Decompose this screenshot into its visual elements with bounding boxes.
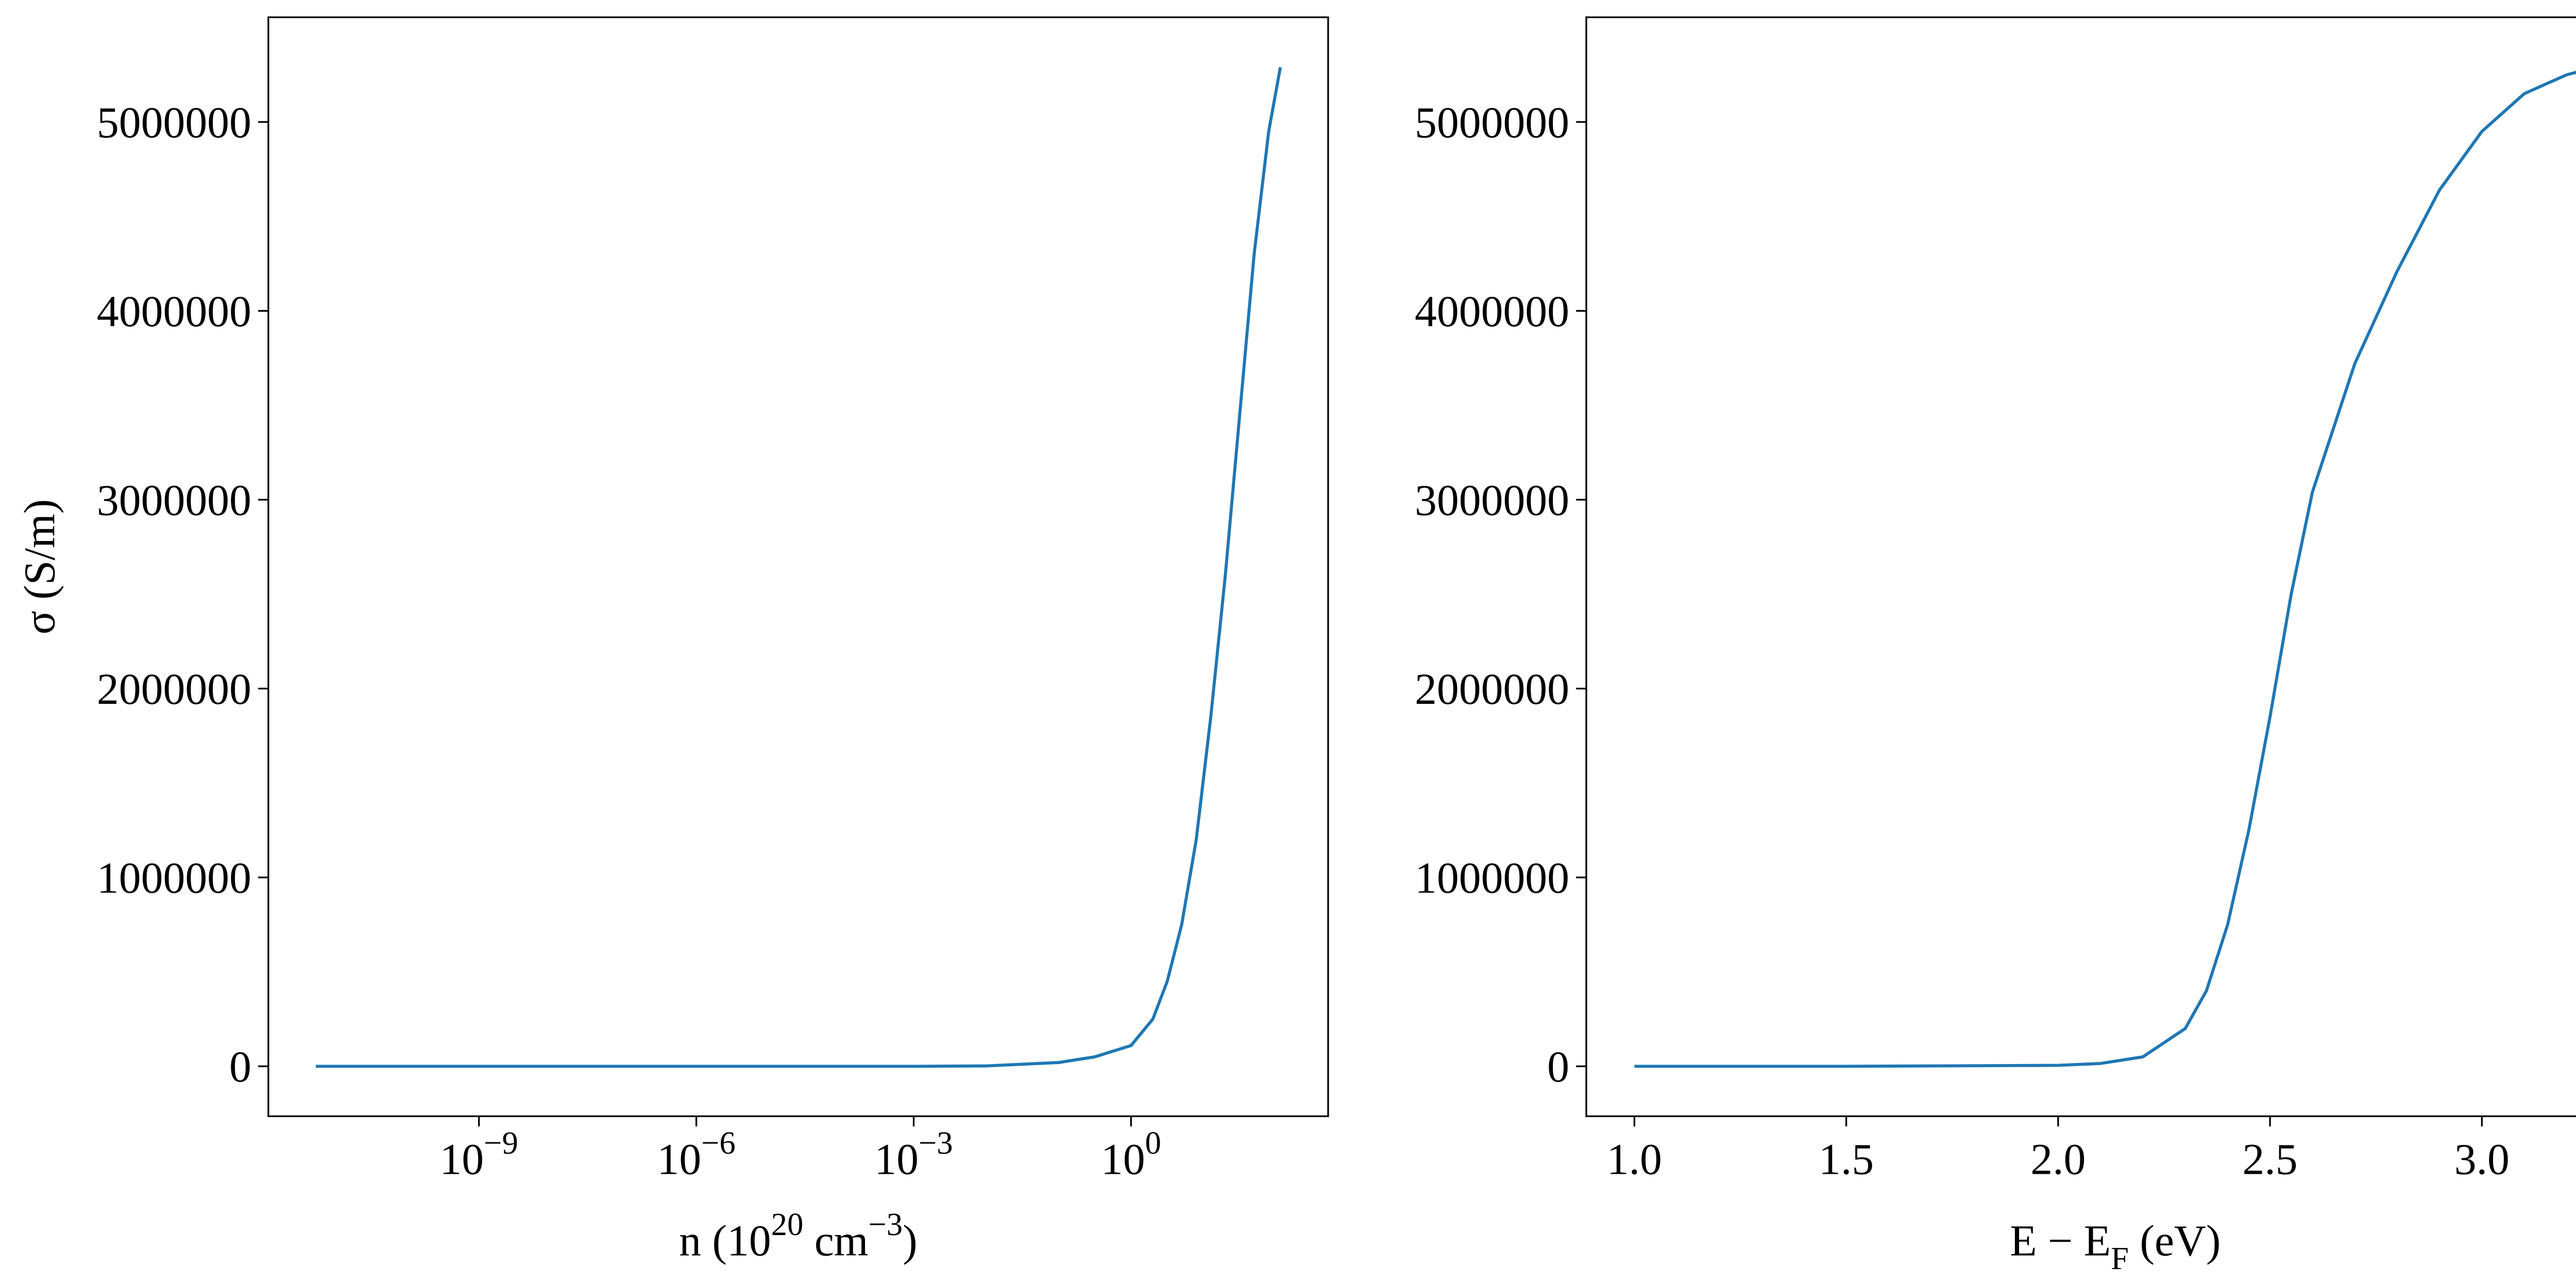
tick-base: 3.0 — [2454, 1135, 2510, 1184]
tick-base: 1.0 — [1607, 1135, 1662, 1184]
tick-exponent: −3 — [919, 1125, 953, 1161]
axes: 0 1000000 2000000 3000000 4000000 5000000 1.0 1… — [1415, 16, 2576, 1276]
x-axis-label-part: cm — [803, 1217, 868, 1265]
x-axis-label: E − EF (eV) — [2010, 1217, 2221, 1276]
y-tick-label: 1000000 — [97, 854, 251, 903]
x-axis-label: n (1020 cm−3) — [679, 1206, 917, 1265]
y-tick-label: 4000000 — [97, 287, 251, 336]
line-series — [315, 66, 1282, 1068]
tick-exponent: −9 — [484, 1125, 518, 1161]
y-tick-label: 2000000 — [1415, 665, 1569, 714]
x-tick-label: 10−3 — [874, 1125, 953, 1184]
tick-base: 10 — [657, 1135, 701, 1184]
x-tick-label: 1.0 — [1607, 1135, 1662, 1184]
tick-base: 10 — [439, 1135, 484, 1184]
x-axis-label-part: E − E — [2010, 1217, 2111, 1265]
axes: 01000000200000030000004000000500000010−9… — [15, 16, 1329, 1265]
x-axis-label-part: n (10 — [679, 1217, 771, 1265]
tick-base: 10 — [874, 1135, 919, 1184]
y-tick-label: 3000000 — [97, 476, 251, 525]
x-axis-label-part: F — [2111, 1240, 2129, 1276]
x-tick-label: 10−6 — [657, 1125, 735, 1184]
x-tick-label: 3.0 — [2454, 1135, 2510, 1184]
x-tick-label: 10−9 — [439, 1125, 518, 1184]
y-tick-label: 3000000 — [1415, 476, 1569, 525]
tick-exponent: 0 — [1145, 1125, 1161, 1161]
x-axis-label-part: ) — [903, 1217, 918, 1265]
y-tick-label: 0 — [1547, 1042, 1569, 1091]
y-axis-label: σ (S/m) — [15, 499, 64, 635]
y-tick-label: 2000000 — [97, 665, 251, 714]
y-tick-label: 0 — [229, 1042, 251, 1091]
x-axis-label-part: −3 — [868, 1206, 903, 1242]
x-axis-label-part: (eV) — [2129, 1217, 2221, 1265]
y-tick-label: 4000000 — [1415, 287, 1569, 336]
y-tick-label: 1000000 — [1415, 854, 1569, 903]
axes-frame — [267, 16, 1329, 1118]
x-tick-label: 100 — [1101, 1125, 1161, 1184]
axes-frame — [1585, 16, 2576, 1118]
tick-base: 2.0 — [2030, 1135, 2086, 1184]
line-series — [1634, 71, 2576, 1068]
x-tick-label: 1.5 — [1819, 1135, 1874, 1184]
tick-base: 10 — [1101, 1135, 1145, 1184]
x-tick-label: 2.0 — [2030, 1135, 2086, 1184]
y-tick-label: 5000000 — [97, 98, 251, 147]
tick-base: 1.5 — [1819, 1135, 1874, 1184]
tick-exponent: −6 — [701, 1125, 736, 1161]
y-tick-label: 5000000 — [1415, 98, 1569, 147]
x-axis-label-part: 20 — [771, 1206, 804, 1242]
x-tick-label: 2.5 — [2242, 1135, 2297, 1184]
